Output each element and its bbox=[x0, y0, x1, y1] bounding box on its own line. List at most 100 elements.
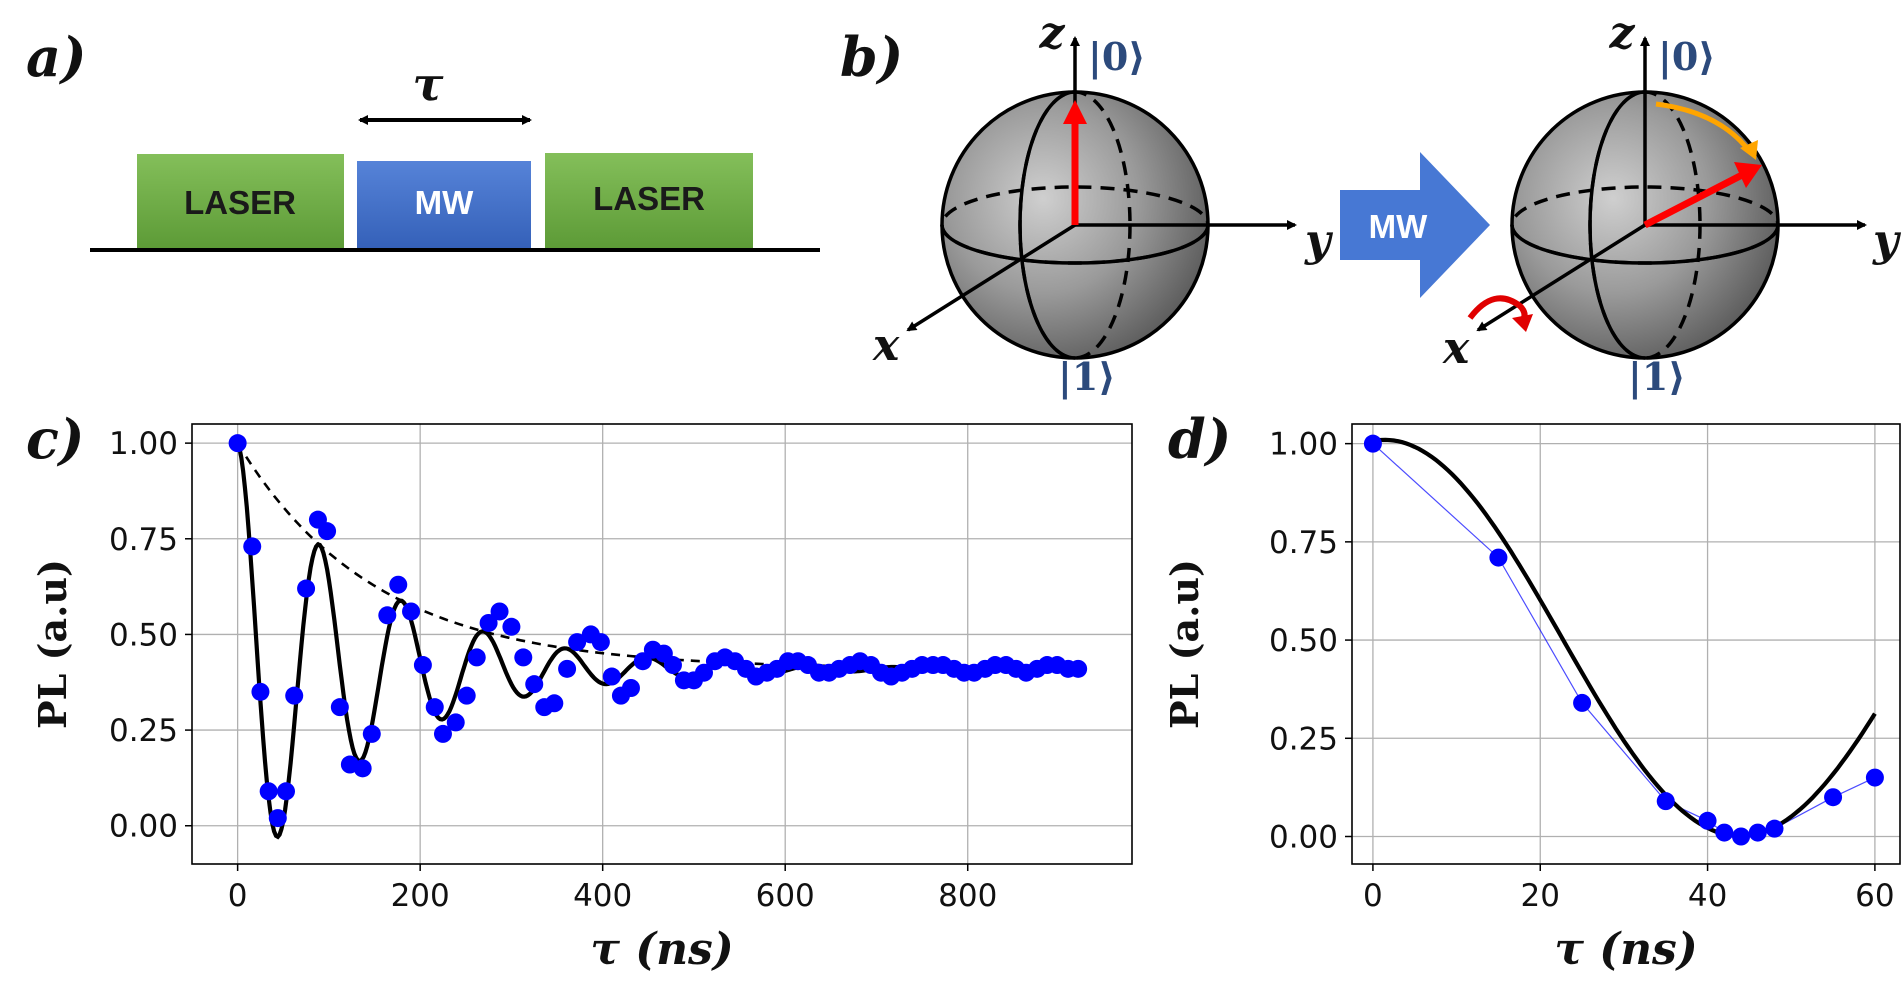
data-point bbox=[490, 602, 509, 621]
data-point bbox=[318, 522, 337, 541]
x-axis-label: x bbox=[872, 320, 900, 371]
mw-arrow-label: MW bbox=[1369, 208, 1428, 245]
data-point bbox=[425, 698, 444, 717]
y-tick-label: 0.00 bbox=[1269, 820, 1338, 856]
fit-curve-line bbox=[235, 442, 1087, 840]
data-point bbox=[285, 686, 304, 705]
data-point bbox=[259, 782, 278, 801]
data-point bbox=[467, 648, 486, 667]
data-point bbox=[525, 675, 544, 694]
data-point bbox=[330, 698, 349, 717]
data-point bbox=[268, 809, 287, 828]
y-tick-label: 0.75 bbox=[1269, 525, 1338, 561]
y-axis-label: y bbox=[1304, 215, 1334, 266]
panel-a-label: a) bbox=[26, 25, 87, 89]
y-tick-label: 0.25 bbox=[1269, 721, 1338, 757]
laser-pulse-box-1 bbox=[137, 154, 344, 250]
x-tick-label: 40 bbox=[1688, 878, 1727, 914]
data-point bbox=[457, 686, 476, 705]
data-point bbox=[1698, 811, 1717, 830]
data-point bbox=[433, 724, 452, 743]
data-point bbox=[413, 656, 432, 675]
data-point bbox=[1865, 768, 1884, 787]
data-point bbox=[389, 575, 408, 594]
ket-0-label: |0⟩ bbox=[1088, 34, 1146, 79]
data-point bbox=[297, 579, 316, 598]
data-point bbox=[243, 537, 262, 556]
data-point bbox=[479, 613, 498, 632]
x-axis-title: τ (ns) bbox=[1554, 924, 1697, 975]
bloch-sphere-rotated: z |0⟩ y x |1⟩ bbox=[1442, 8, 1902, 399]
data-point bbox=[251, 682, 270, 701]
fit-curve-line bbox=[1372, 437, 1877, 839]
x-tick-label: 0 bbox=[228, 878, 248, 914]
data-point bbox=[1765, 819, 1784, 838]
y-tick-label: 0.25 bbox=[109, 713, 178, 749]
data-point bbox=[378, 606, 397, 625]
x-axis-label-2: x bbox=[1442, 323, 1470, 374]
y-axis-title: PL (a.u) bbox=[1162, 559, 1207, 729]
data-point bbox=[1069, 659, 1088, 678]
data-point bbox=[1732, 827, 1751, 846]
y-tick-label: 0.00 bbox=[109, 809, 178, 845]
data-point bbox=[446, 713, 465, 732]
data-point bbox=[568, 633, 587, 652]
tau-label: τ bbox=[413, 57, 444, 111]
laser-pulse-box-2 bbox=[545, 153, 753, 250]
data-point bbox=[602, 667, 621, 686]
x-tick-label: 20 bbox=[1521, 878, 1560, 914]
data-point bbox=[402, 602, 421, 621]
panel-b-label: b) bbox=[840, 25, 903, 89]
data-point bbox=[621, 679, 640, 697]
laser-pulse-label-1: LASER bbox=[184, 184, 296, 221]
data-point bbox=[1489, 548, 1508, 567]
data-point bbox=[1715, 823, 1734, 842]
y-tick-label: 1.00 bbox=[1269, 427, 1338, 463]
data-point bbox=[362, 724, 381, 743]
y-axis-label-2: y bbox=[1872, 215, 1902, 266]
z-axis-label-2: z bbox=[1609, 8, 1636, 59]
x-tick-label: 60 bbox=[1855, 878, 1894, 914]
x-tick-label: 400 bbox=[573, 878, 632, 914]
x-axis-title: τ (ns) bbox=[590, 924, 733, 975]
data-point bbox=[1824, 788, 1843, 807]
data-point bbox=[591, 633, 610, 652]
y-axis-title: PL (a.u) bbox=[30, 559, 75, 729]
data-point bbox=[353, 759, 372, 778]
data-point bbox=[1573, 693, 1592, 712]
x-axis-arrow-2 bbox=[1476, 223, 1646, 332]
data-point bbox=[514, 648, 533, 667]
rotation-path-arrow bbox=[1655, 101, 1752, 154]
data-point bbox=[694, 663, 713, 682]
panel-a: a) τ LASER MW LASER bbox=[26, 25, 820, 252]
data-point bbox=[277, 782, 295, 801]
ket-0-label-2: |0⟩ bbox=[1658, 34, 1716, 79]
x-tick-label: 800 bbox=[938, 878, 997, 914]
mw-transition-arrow: MW bbox=[1340, 152, 1490, 298]
z-axis-label: z bbox=[1039, 8, 1066, 59]
y-tick-label: 0.50 bbox=[1269, 623, 1338, 659]
panel-d-label: d) bbox=[1168, 407, 1231, 471]
mw-pulse-box bbox=[357, 161, 531, 250]
data-point bbox=[1656, 792, 1675, 811]
data-point bbox=[1363, 434, 1382, 453]
y-tick-label: 0.50 bbox=[109, 617, 178, 653]
data-point bbox=[558, 659, 577, 678]
data-point bbox=[545, 694, 564, 713]
x-tick-label: 200 bbox=[391, 878, 450, 914]
chart-c-rabi-oscillation: 0 200 400 600 800 0.00 0.25 0.50 0.75 1.00 τ (ns) P… bbox=[30, 423, 1133, 975]
ket-1-label-2: |1⟩ bbox=[1628, 354, 1686, 399]
x-axis-arrow bbox=[906, 223, 1076, 332]
data-point bbox=[1748, 823, 1767, 842]
bloch-sphere-initial: z |0⟩ y x |1⟩ bbox=[872, 8, 1334, 399]
plot-frame bbox=[1351, 423, 1901, 865]
data-point bbox=[502, 617, 521, 636]
x-tick-label: 0 bbox=[1363, 878, 1383, 914]
y-tick-label: 0.75 bbox=[109, 522, 178, 558]
ket-1-label: |1⟩ bbox=[1058, 354, 1116, 399]
panel-b: b) z |0⟩ y x |1⟩ MW bbox=[840, 8, 1902, 399]
state-vector-rotated bbox=[1643, 171, 1744, 229]
x-tick-label: 600 bbox=[756, 878, 815, 914]
chart-d-rabi-zoom: 0 20 40 60 0.00 0.25 0.50 0.75 1.00 τ (ns) PL (a.u… bbox=[1162, 423, 1901, 975]
